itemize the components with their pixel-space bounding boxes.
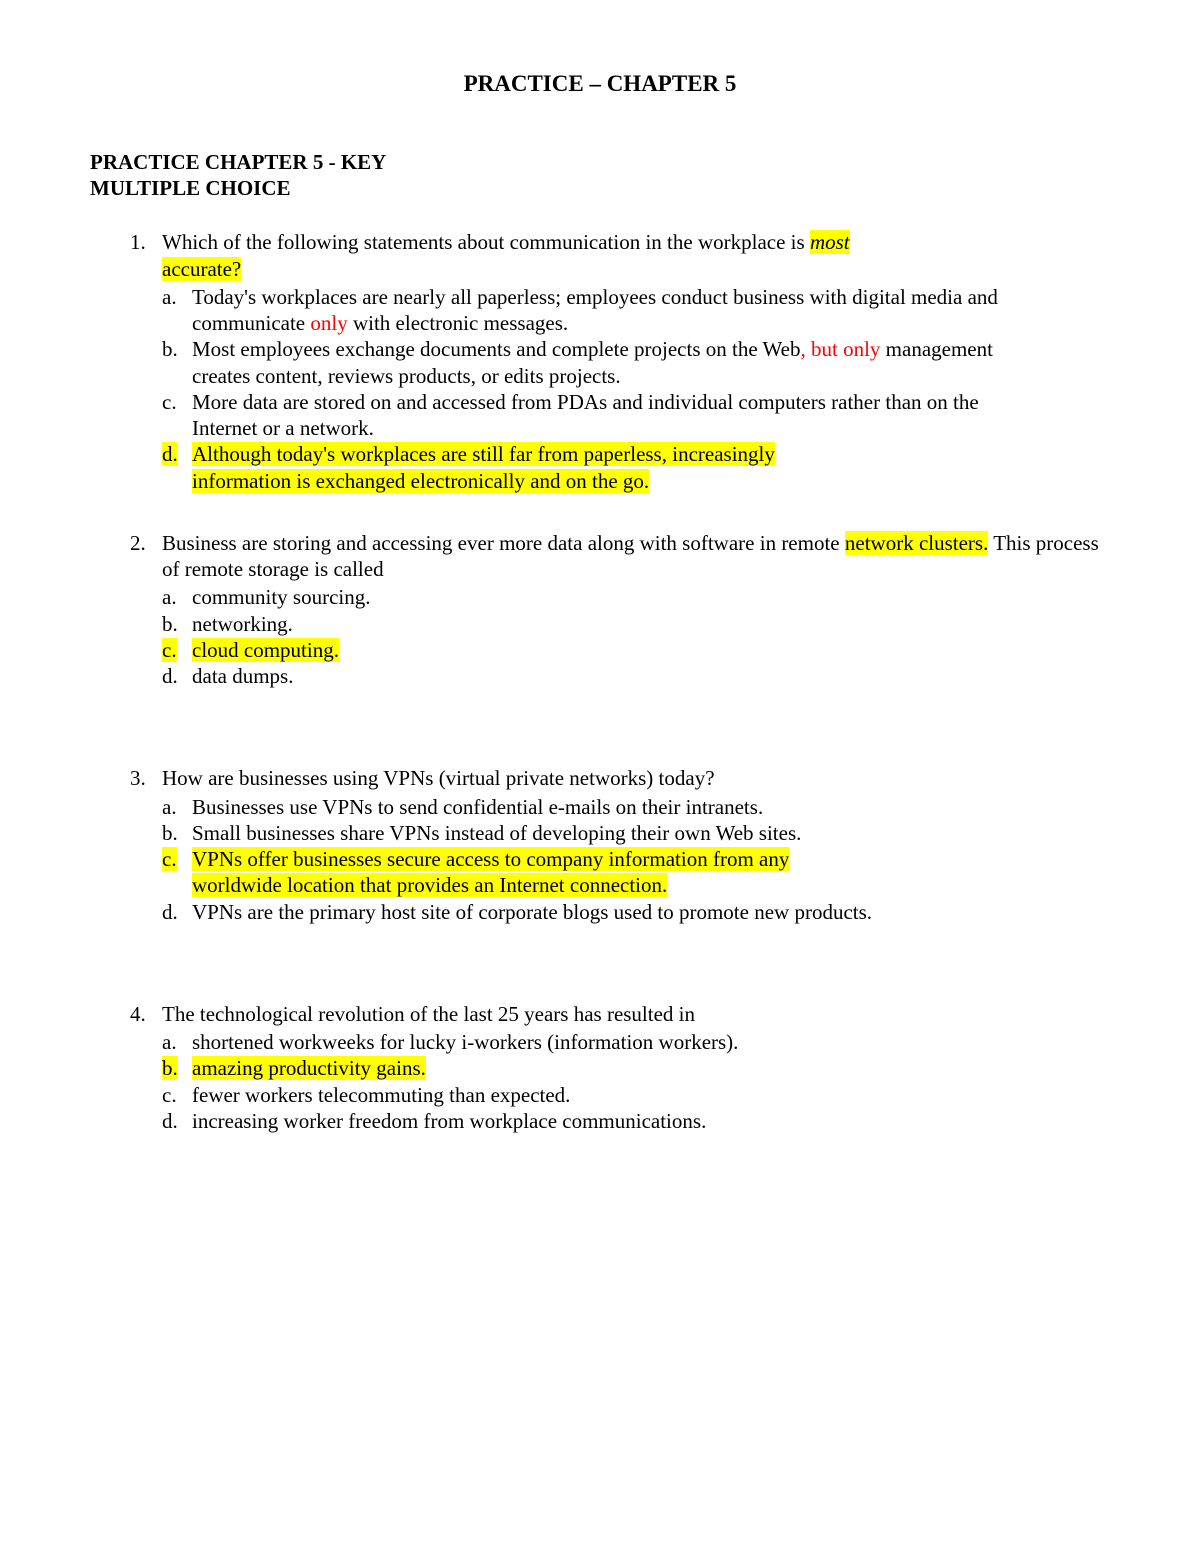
q2-c-text-hl: cloud computing.	[192, 638, 339, 662]
q3-c-text: VPNs offer businesses secure access to c…	[192, 846, 1110, 899]
q2-b-letter: b.	[162, 611, 192, 637]
q1-prompt-pre: Which of the following statements about …	[162, 230, 810, 254]
page-title: PRACTICE – CHAPTER 5	[90, 70, 1110, 99]
q4-a-text: shortened workweeks for lucky i-workers …	[192, 1029, 1110, 1055]
q3-option-b: b. Small businesses share VPNs instead o…	[162, 820, 1110, 846]
q2-option-a: a. community sourcing.	[162, 584, 1110, 610]
q3-d-letter: d.	[162, 899, 192, 925]
q4-d-letter: d.	[162, 1108, 192, 1134]
q1-option-c: c. More data are stored on and accessed …	[162, 389, 1110, 442]
q1-b-red: , but only	[801, 337, 881, 361]
question-3: 3. How are businesses using VPNs (virtua…	[90, 765, 1110, 925]
q3-c-hl2: worldwide location that provides an Inte…	[192, 873, 667, 897]
q3-c-hl1: VPNs offer businesses secure access to c…	[192, 847, 789, 871]
q2-option-d: d. data dumps.	[162, 663, 1110, 689]
subtitle: PRACTICE CHAPTER 5 - KEY MULTIPLE CHOICE	[90, 149, 1110, 202]
q1-option-a: a. Today's workplaces are nearly all pap…	[162, 284, 1110, 337]
q1-b-letter: b.	[162, 336, 192, 362]
q4-c-text: fewer workers telecommuting than expecte…	[192, 1082, 1110, 1108]
q4-a-letter: a.	[162, 1029, 192, 1055]
q4-b-text-hl: amazing productivity gains.	[192, 1056, 426, 1080]
q1-b-pre: Most employees exchange documents and co…	[192, 337, 801, 361]
q1-option-b: b. Most employees exchange documents and…	[162, 336, 1110, 389]
q4-option-c: c. fewer workers telecommuting than expe…	[162, 1082, 1110, 1108]
q4-b-letter: b.	[162, 1055, 192, 1081]
q3-c-letter: c.	[162, 846, 192, 872]
q2-a-letter: a.	[162, 584, 192, 610]
q1-number: 1.	[130, 229, 162, 255]
q2-d-text: data dumps.	[192, 663, 1110, 689]
q4-prompt: The technological revolution of the last…	[162, 1001, 1110, 1027]
subtitle-line1: PRACTICE CHAPTER 5 - KEY	[90, 150, 386, 174]
q3-option-c: c. VPNs offer businesses secure access t…	[162, 846, 1110, 899]
q1-d-letter-hl: d.	[162, 442, 178, 466]
q1-prompt-hl-accurate: accurate?	[162, 257, 241, 281]
q2-prompt-pre: Business are storing and accessing ever …	[162, 531, 845, 555]
question-1: 1. Which of the following statements abo…	[90, 229, 1110, 494]
q1-d-letter: d.	[162, 441, 192, 467]
q1-a-text: Today's workplaces are nearly all paperl…	[192, 284, 1110, 337]
q2-d-letter: d.	[162, 663, 192, 689]
q4-c-letter: c.	[162, 1082, 192, 1108]
q4-b-text: amazing productivity gains.	[192, 1055, 1110, 1081]
q2-option-c: c. cloud computing.	[162, 637, 1110, 663]
q4-option-d: d. increasing worker freedom from workpl…	[162, 1108, 1110, 1134]
q3-prompt: How are businesses using VPNs (virtual p…	[162, 765, 1110, 791]
q4-d-text: increasing worker freedom from workplace…	[192, 1108, 1110, 1134]
q3-c-letter-hl: c.	[162, 847, 177, 871]
q1-prompt: Which of the following statements about …	[162, 229, 1110, 282]
q1-a-post: with electronic messages.	[348, 311, 568, 335]
q3-b-text: Small businesses share VPNs instead of d…	[192, 820, 1110, 846]
q1-b-text: Most employees exchange documents and co…	[192, 336, 1110, 389]
q2-b-text: networking.	[192, 611, 1110, 637]
q1-a-red: only	[310, 311, 347, 335]
q1-d-text: Although today's workplaces are still fa…	[192, 441, 1110, 494]
q2-number: 2.	[130, 530, 162, 556]
q2-c-letter-hl: c.	[162, 638, 177, 662]
q2-c-text: cloud computing.	[192, 637, 1110, 663]
q1-a-letter: a.	[162, 284, 192, 310]
q4-option-b: b. amazing productivity gains.	[162, 1055, 1110, 1081]
q4-option-a: a. shortened workweeks for lucky i-worke…	[162, 1029, 1110, 1055]
q2-a-text: community sourcing.	[192, 584, 1110, 610]
q4-b-letter-hl: b.	[162, 1056, 178, 1080]
q4-number: 4.	[130, 1001, 162, 1027]
q3-option-d: d. VPNs are the primary host site of cor…	[162, 899, 1110, 925]
q2-prompt: Business are storing and accessing ever …	[162, 530, 1110, 583]
q3-number: 3.	[130, 765, 162, 791]
q3-d-text: VPNs are the primary host site of corpor…	[192, 899, 1110, 925]
subtitle-line2: MULTIPLE CHOICE	[90, 176, 291, 200]
question-2: 2. Business are storing and accessing ev…	[90, 530, 1110, 690]
q3-option-a: a. Businesses use VPNs to send confident…	[162, 794, 1110, 820]
question-4: 4. The technological revolution of the l…	[90, 1001, 1110, 1134]
q2-prompt-hl: network clusters.	[845, 531, 988, 555]
q3-a-letter: a.	[162, 794, 192, 820]
q1-option-d: d. Although today's workplaces are still…	[162, 441, 1110, 494]
q1-c-text: More data are stored on and accessed fro…	[192, 389, 1110, 442]
q2-option-b: b. networking.	[162, 611, 1110, 637]
q3-b-letter: b.	[162, 820, 192, 846]
q1-c-letter: c.	[162, 389, 192, 415]
q1-d-hl1: Although today's workplaces are still fa…	[192, 442, 775, 466]
q3-a-text: Businesses use VPNs to send confidential…	[192, 794, 1110, 820]
q1-prompt-hl-most: most	[810, 230, 850, 254]
q2-c-letter: c.	[162, 637, 192, 663]
q1-d-hl2: information is exchanged electronically …	[192, 469, 649, 493]
